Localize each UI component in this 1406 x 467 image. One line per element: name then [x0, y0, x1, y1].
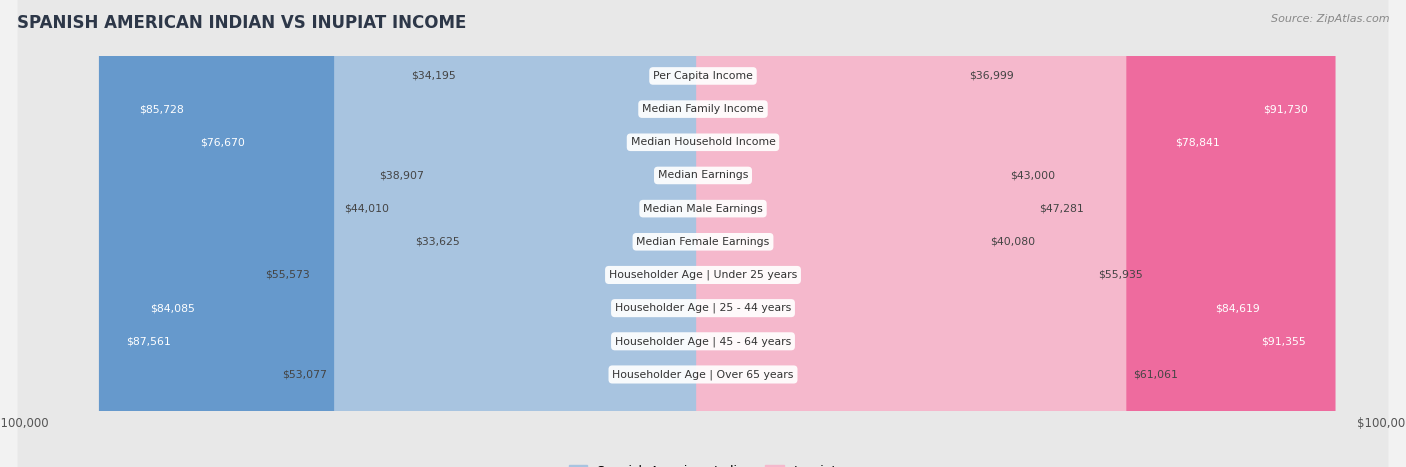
Text: Source: ZipAtlas.com: Source: ZipAtlas.com	[1271, 14, 1389, 24]
Legend: Spanish American Indian, Inupiat: Spanish American Indian, Inupiat	[564, 460, 842, 467]
FancyBboxPatch shape	[467, 0, 710, 467]
FancyBboxPatch shape	[696, 0, 1336, 467]
FancyBboxPatch shape	[696, 0, 1126, 467]
Text: $38,907: $38,907	[380, 170, 425, 180]
Text: Median Family Income: Median Family Income	[643, 104, 763, 114]
Text: $36,999: $36,999	[969, 71, 1014, 81]
FancyBboxPatch shape	[318, 0, 710, 467]
Text: Median Household Income: Median Household Income	[630, 137, 776, 147]
FancyBboxPatch shape	[17, 0, 1389, 467]
Text: $47,281: $47,281	[1039, 204, 1084, 213]
FancyBboxPatch shape	[696, 0, 983, 467]
Text: $40,080: $40,080	[990, 237, 1035, 247]
FancyBboxPatch shape	[17, 0, 1389, 467]
Text: $61,061: $61,061	[1133, 369, 1178, 380]
FancyBboxPatch shape	[17, 0, 1389, 467]
Text: $53,077: $53,077	[283, 369, 328, 380]
FancyBboxPatch shape	[17, 0, 1389, 467]
FancyBboxPatch shape	[696, 0, 962, 467]
Text: $76,670: $76,670	[201, 137, 246, 147]
Text: Median Female Earnings: Median Female Earnings	[637, 237, 769, 247]
FancyBboxPatch shape	[430, 0, 710, 467]
FancyBboxPatch shape	[335, 0, 710, 467]
Text: Householder Age | 25 - 44 years: Householder Age | 25 - 44 years	[614, 303, 792, 313]
FancyBboxPatch shape	[696, 0, 1247, 467]
FancyBboxPatch shape	[17, 0, 1389, 467]
Text: Householder Age | Under 25 years: Householder Age | Under 25 years	[609, 270, 797, 280]
Text: SPANISH AMERICAN INDIAN VS INUPIAT INCOME: SPANISH AMERICAN INDIAN VS INUPIAT INCOM…	[17, 14, 467, 32]
Text: $55,573: $55,573	[266, 270, 311, 280]
Text: $85,728: $85,728	[139, 104, 183, 114]
Text: $87,561: $87,561	[127, 336, 172, 347]
FancyBboxPatch shape	[17, 0, 1389, 467]
Text: Per Capita Income: Per Capita Income	[652, 71, 754, 81]
FancyBboxPatch shape	[111, 0, 710, 467]
FancyBboxPatch shape	[17, 0, 1389, 467]
FancyBboxPatch shape	[696, 0, 1032, 467]
FancyBboxPatch shape	[17, 0, 1389, 467]
Text: Householder Age | Over 65 years: Householder Age | Over 65 years	[612, 369, 794, 380]
FancyBboxPatch shape	[696, 0, 1091, 467]
Text: $84,619: $84,619	[1215, 303, 1260, 313]
Text: $44,010: $44,010	[344, 204, 389, 213]
Text: $34,195: $34,195	[412, 71, 456, 81]
FancyBboxPatch shape	[696, 0, 1286, 467]
FancyBboxPatch shape	[696, 0, 1002, 467]
FancyBboxPatch shape	[696, 0, 1333, 467]
Text: $43,000: $43,000	[1010, 170, 1054, 180]
Text: $55,935: $55,935	[1098, 270, 1143, 280]
FancyBboxPatch shape	[17, 0, 1389, 467]
FancyBboxPatch shape	[396, 0, 710, 467]
FancyBboxPatch shape	[98, 0, 710, 467]
Text: $33,625: $33,625	[415, 237, 460, 247]
FancyBboxPatch shape	[122, 0, 710, 467]
Text: Median Male Earnings: Median Male Earnings	[643, 204, 763, 213]
FancyBboxPatch shape	[463, 0, 710, 467]
Text: $91,730: $91,730	[1264, 104, 1308, 114]
Text: Median Earnings: Median Earnings	[658, 170, 748, 180]
Text: Householder Age | 45 - 64 years: Householder Age | 45 - 64 years	[614, 336, 792, 347]
Text: $78,841: $78,841	[1175, 137, 1220, 147]
FancyBboxPatch shape	[173, 0, 710, 467]
FancyBboxPatch shape	[17, 0, 1389, 467]
Text: $91,355: $91,355	[1261, 336, 1306, 347]
Text: $84,085: $84,085	[150, 303, 195, 313]
